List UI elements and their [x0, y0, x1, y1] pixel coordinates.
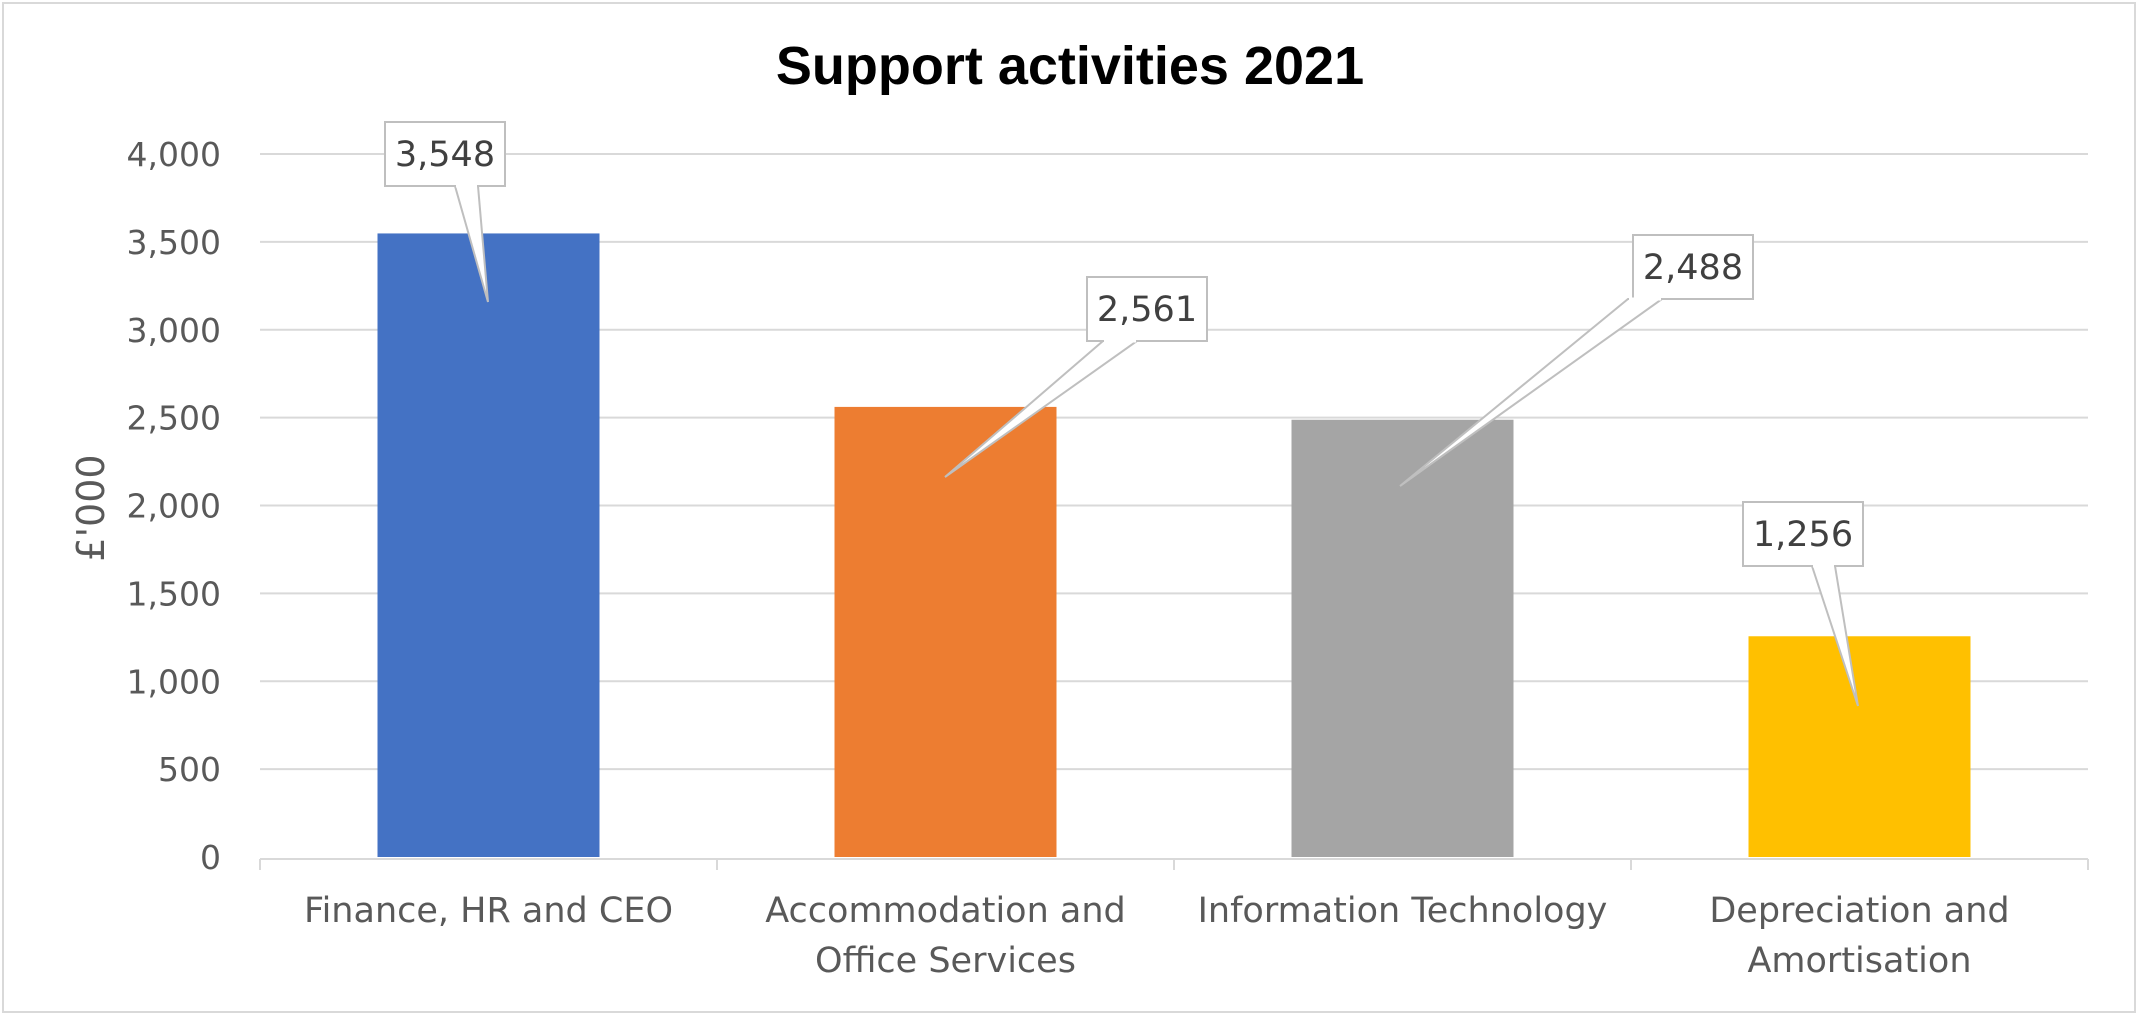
bar [377, 233, 600, 858]
x-axis [259, 858, 2089, 870]
data-label: 2,488 [1643, 248, 1743, 288]
y-tick-label: 2,500 [127, 399, 221, 438]
y-tick-label: 1,500 [127, 574, 221, 613]
y-tick-label: 3,000 [127, 311, 221, 350]
data-label: 3,548 [395, 135, 495, 175]
x-category-label: Accommodation and [765, 891, 1126, 931]
y-tick-label: 3,500 [127, 223, 221, 262]
x-category-label: Amortisation [1747, 941, 1971, 981]
x-category-label: Depreciation and [1709, 891, 2009, 931]
y-tick-label: 1,000 [127, 662, 221, 701]
bars [377, 233, 1971, 858]
callout-box [1086, 276, 1208, 342]
data-label-callouts: 3,548 2,561 2,488 1,256 [384, 121, 1864, 707]
data-label-callout: 1,256 [1742, 501, 1864, 707]
y-tick-label: 500 [158, 750, 221, 789]
callout-box [1742, 501, 1864, 567]
bar [1748, 636, 1971, 857]
y-axis-label: £'000 [69, 454, 113, 561]
callout-box [384, 121, 506, 187]
x-category-label: Information Technology [1198, 891, 1608, 931]
y-axis-ticks: 0 500 1,000 1,500 2,000 2,500 3,000 3,500 4,000 [127, 135, 221, 877]
y-tick-label: 4,000 [127, 135, 221, 174]
callout-box [1632, 234, 1754, 300]
data-label-callout: 2,561 [944, 276, 1208, 478]
chart-title: Support activities 2021 [776, 36, 1364, 96]
category-labels: Finance, HR and CEO Accommodation and Offi… [304, 891, 2010, 981]
y-tick-label: 2,000 [127, 487, 221, 526]
bar [1291, 419, 1514, 857]
data-label-callout: 3,548 [384, 121, 506, 303]
data-label: 1,256 [1753, 515, 1853, 555]
bar [834, 406, 1057, 857]
callout-pointer [1399, 298, 1666, 487]
x-category-label: Office Services [815, 941, 1076, 981]
data-label: 2,561 [1097, 290, 1197, 330]
y-tick-label: 0 [200, 838, 221, 877]
x-category-label: Finance, HR and CEO [304, 891, 673, 931]
data-label-callout: 2,488 [1399, 234, 1754, 487]
